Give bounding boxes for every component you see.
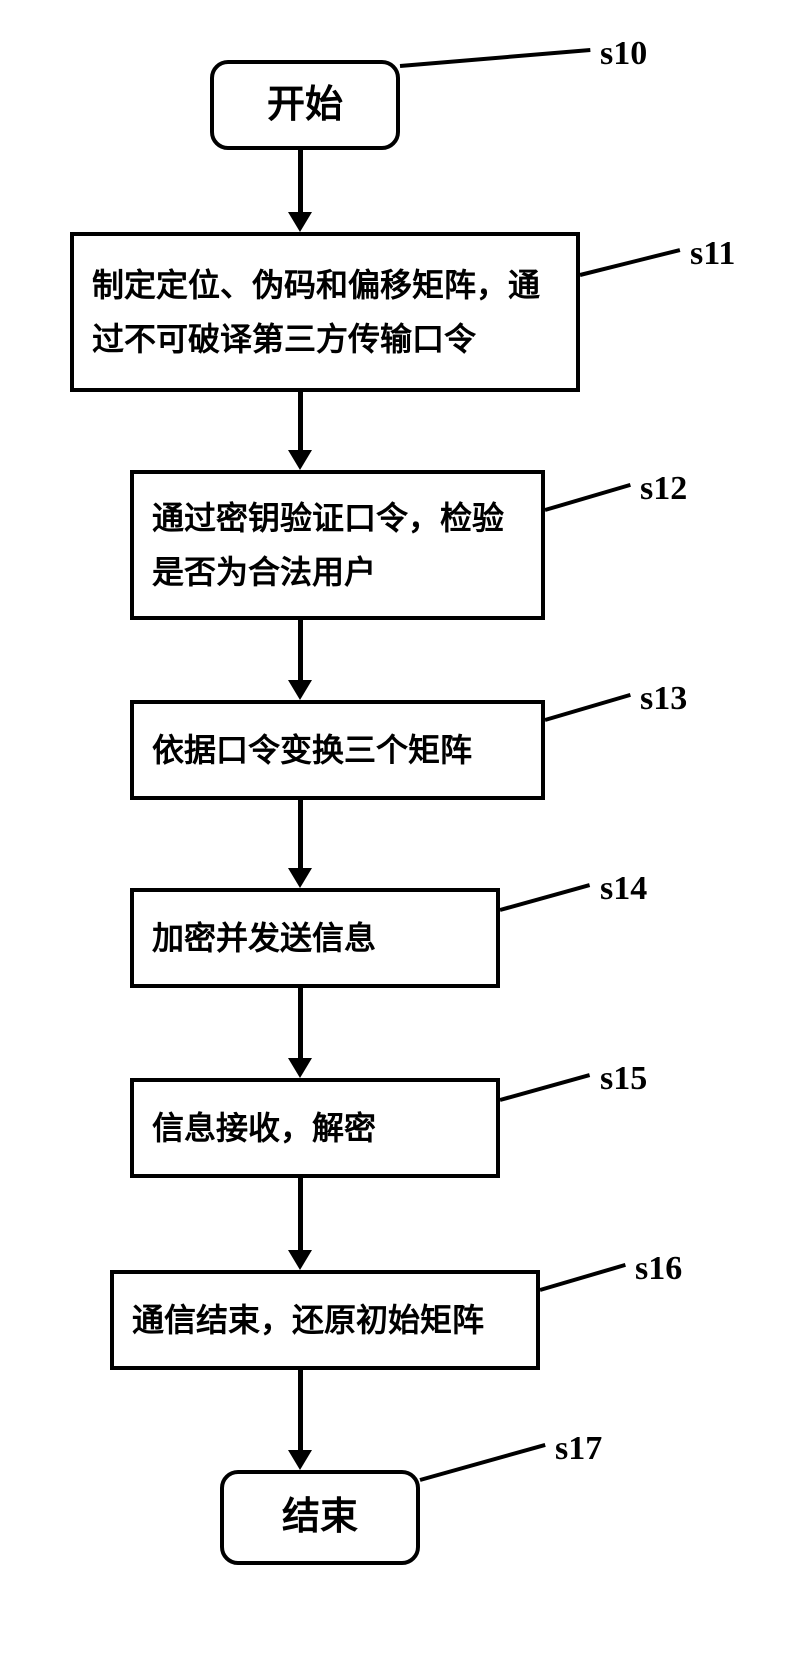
node-label-s11: s11 (690, 235, 735, 273)
node-label-s12: s12 (640, 470, 687, 508)
arrow-head-s11-s12 (288, 450, 312, 470)
callout-line-s10 (400, 48, 590, 68)
arrow-s16-s17 (298, 1370, 303, 1450)
node-label-s16: s16 (635, 1250, 682, 1288)
arrow-head-s15-s16 (288, 1250, 312, 1270)
arrow-s11-s12 (298, 392, 303, 450)
arrow-s10-s11 (298, 150, 303, 212)
flowchart-canvas: 开始 s10 制定定位、伪码和偏移矩阵，通过不可破译第三方传输口令 s11 通过密钥验证… (0, 0, 800, 1667)
arrow-head-s10-s11 (288, 212, 312, 232)
flowchart-node-s12: 通过密钥验证口令，检验是否为合法用户 (130, 470, 545, 620)
node-text: 开始 (267, 73, 343, 138)
arrow-head-s16-s17 (288, 1450, 312, 1470)
node-text: 结束 (282, 1485, 358, 1550)
flowchart-node-s16: 通信结束，还原初始矩阵 (110, 1270, 540, 1370)
arrow-s12-s13 (298, 620, 303, 680)
callout-line-s16 (539, 1263, 625, 1292)
arrow-head-s13-s14 (288, 868, 312, 888)
node-text: 通信结束，还原初始矩阵 (132, 1293, 484, 1347)
flowchart-node-s15: 信息接收，解密 (130, 1078, 500, 1178)
node-text: 制定定位、伪码和偏移矩阵，通过不可破译第三方传输口令 (92, 258, 558, 367)
node-text: 加密并发送信息 (152, 911, 376, 965)
flowchart-node-s10: 开始 (210, 60, 400, 150)
node-label-s13: s13 (640, 680, 687, 718)
flowchart-node-s11: 制定定位、伪码和偏移矩阵，通过不可破译第三方传输口令 (70, 232, 580, 392)
flowchart-node-s14: 加密并发送信息 (130, 888, 500, 988)
node-label-s15: s15 (600, 1060, 647, 1098)
callout-line-s11 (580, 248, 681, 277)
node-label-s17: s17 (555, 1430, 602, 1468)
flowchart-node-s13: 依据口令变换三个矩阵 (130, 700, 545, 800)
flowchart-node-s17: 结束 (220, 1470, 420, 1565)
node-text: 依据口令变换三个矩阵 (152, 723, 472, 777)
callout-line-s15 (499, 1073, 590, 1102)
node-label-s14: s14 (600, 870, 647, 908)
arrow-head-s14-s15 (288, 1058, 312, 1078)
node-text: 通过密钥验证口令，检验是否为合法用户 (152, 491, 523, 600)
arrow-s13-s14 (298, 800, 303, 868)
arrow-head-s12-s13 (288, 680, 312, 700)
callout-line-s17 (419, 1443, 545, 1482)
arrow-s14-s15 (298, 988, 303, 1058)
callout-line-s14 (499, 883, 590, 912)
node-label-s10: s10 (600, 35, 647, 73)
callout-line-s13 (544, 693, 630, 722)
node-text: 信息接收，解密 (152, 1101, 376, 1155)
arrow-s15-s16 (298, 1178, 303, 1250)
callout-line-s12 (544, 483, 630, 512)
